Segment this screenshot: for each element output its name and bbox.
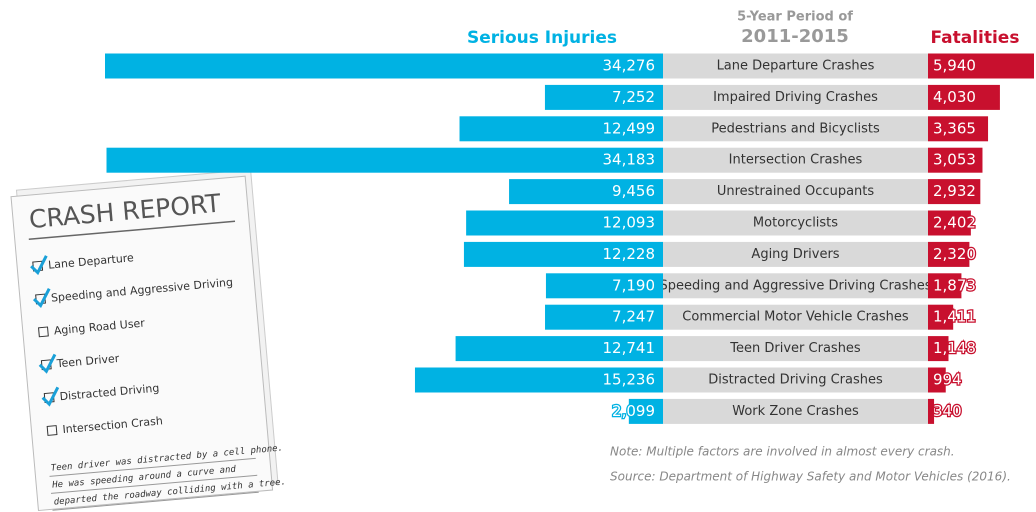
paper-sheet — [10, 175, 274, 512]
bar — [628, 398, 663, 424]
value-label: 15,236 — [603, 371, 656, 389]
bar — [928, 147, 983, 173]
bar — [414, 367, 663, 393]
source: Source: Department of Highway Safety and… — [610, 470, 1011, 484]
category-label: Impaired Driving Crashes — [713, 90, 878, 105]
value-label: 7,247 — [612, 308, 655, 326]
checklist-item: Teen Driver — [55, 352, 120, 371]
checkbox — [38, 326, 49, 338]
rule — [52, 491, 259, 511]
value-label: 12,741 — [603, 339, 656, 357]
value-label: 2,320 — [933, 245, 976, 263]
category-label: Intersection Crashes — [729, 153, 863, 168]
bar — [928, 241, 970, 267]
check-mark — [30, 255, 48, 276]
bar — [105, 53, 663, 79]
value-label: 4,030 — [933, 88, 976, 106]
bar — [928, 304, 954, 330]
category-band — [663, 116, 928, 142]
value-label: 1,873 — [933, 276, 976, 294]
value-label: 3,053 — [933, 151, 976, 169]
value-label: 12,093 — [603, 214, 656, 232]
bar — [459, 116, 663, 142]
rule — [50, 474, 258, 494]
rule — [49, 457, 256, 477]
series-header: Fatalities — [931, 28, 1020, 48]
category-band — [663, 398, 928, 424]
category-label: Lane Departure Crashes — [717, 59, 875, 74]
category-band — [663, 147, 928, 173]
category-label: Aging Drivers — [751, 247, 839, 262]
bar — [466, 210, 663, 236]
bar — [544, 84, 663, 110]
category-label: Commercial Motor Vehicle Crashes — [682, 310, 909, 325]
category-band — [663, 210, 928, 236]
bar — [455, 336, 663, 362]
check-mark — [32, 288, 51, 309]
value-label: 340 — [933, 402, 962, 420]
bar — [928, 53, 1034, 79]
category-band — [663, 241, 928, 267]
category-band — [663, 336, 928, 362]
bar — [545, 304, 663, 330]
category-label: Unrestrained Occupants — [717, 184, 875, 199]
value-label: 3,365 — [933, 119, 976, 137]
value-label: 2,402 — [933, 214, 976, 232]
value-label: 9,456 — [612, 182, 655, 200]
value-label: 5,940 — [933, 57, 976, 75]
value-label: 34,276 — [603, 57, 656, 75]
value-label: 1,148 — [933, 339, 976, 357]
category-band — [663, 84, 928, 110]
value-label: 12,499 — [603, 119, 656, 137]
bar — [928, 367, 946, 393]
bar — [928, 210, 971, 236]
bar — [545, 273, 663, 299]
bar — [928, 336, 949, 362]
value-label: 2,932 — [933, 182, 976, 200]
value-label: 12,228 — [603, 245, 656, 263]
bar — [928, 398, 935, 424]
bar — [106, 147, 663, 173]
category-band — [663, 304, 928, 330]
category-period: 2011-2015 — [741, 26, 849, 47]
category-label: Teen Driver Crashes — [729, 341, 861, 356]
checkbox — [46, 425, 58, 436]
category-band — [663, 53, 928, 79]
check-mark — [41, 386, 60, 407]
bar — [463, 241, 663, 267]
value-label: 2,099 — [612, 402, 655, 420]
bar — [928, 179, 981, 205]
category-band — [663, 273, 928, 299]
check-mark — [38, 353, 57, 374]
category-title: 5-Year Period of — [737, 10, 853, 25]
value-label: 7,190 — [612, 276, 655, 294]
value-label: 1,411 — [933, 308, 976, 326]
value-label: 994 — [933, 371, 962, 389]
note: Note: Multiple factors are involved in a… — [610, 445, 955, 459]
bar — [928, 84, 1000, 110]
category-band — [663, 367, 928, 393]
bar — [928, 273, 962, 299]
series-header: Serious Injuries — [467, 28, 617, 48]
category-label: Pedestrians and Bicyclists — [711, 121, 880, 136]
category-label: Speeding and Aggressive Driving Crashes — [659, 278, 931, 293]
rule — [28, 220, 236, 241]
value-label: 34,183 — [603, 151, 656, 169]
category-label: Distracted Driving Crashes — [708, 373, 883, 388]
value-label: 7,252 — [612, 88, 655, 106]
category-label: Motorcyclists — [753, 216, 838, 231]
category-band — [663, 179, 928, 205]
bar — [928, 116, 989, 142]
category-label: Work Zone Crashes — [732, 404, 859, 419]
bar — [509, 179, 663, 205]
